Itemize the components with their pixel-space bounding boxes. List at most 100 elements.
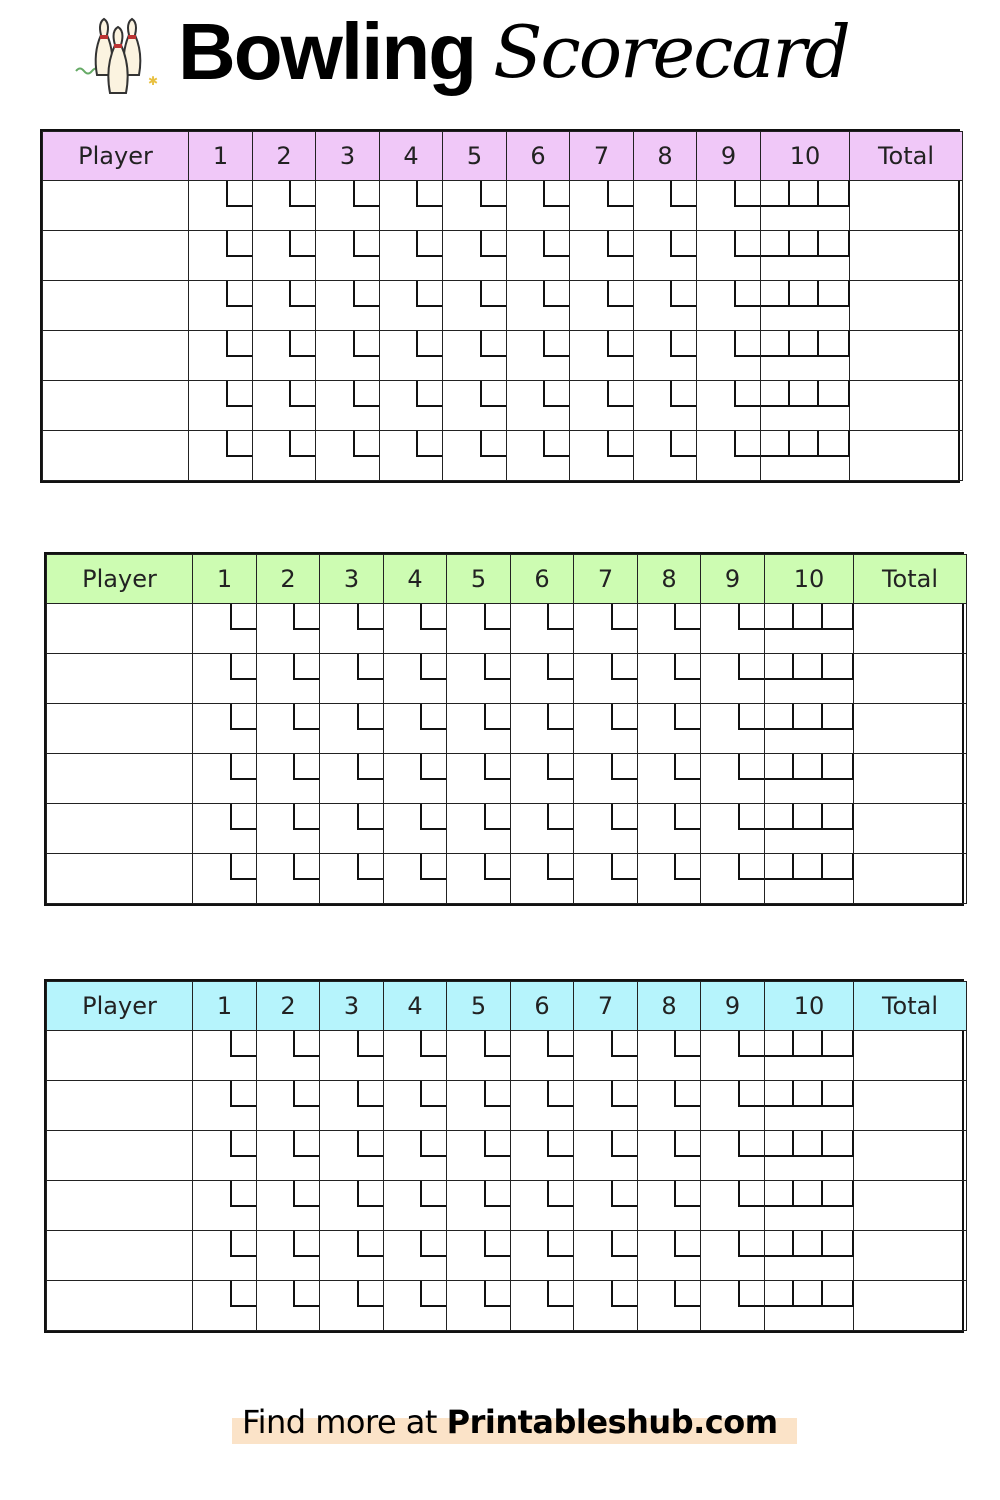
frame-score-cell[interactable] bbox=[633, 330, 697, 381]
frame-score-cell[interactable] bbox=[569, 230, 634, 281]
second-ball-box[interactable] bbox=[416, 381, 442, 407]
frame-score-cell[interactable] bbox=[573, 1230, 638, 1281]
frame-score-cell[interactable] bbox=[383, 653, 447, 704]
second-ball-box[interactable] bbox=[420, 1031, 446, 1057]
total-cell[interactable] bbox=[849, 430, 963, 481]
second-ball-box[interactable] bbox=[670, 331, 696, 357]
ball-box-3[interactable] bbox=[823, 754, 854, 780]
second-ball-box[interactable] bbox=[289, 231, 315, 257]
second-ball-box[interactable] bbox=[543, 431, 569, 457]
frame-score-cell[interactable] bbox=[510, 1230, 574, 1281]
tenth-frame-cell[interactable] bbox=[764, 753, 854, 804]
frame-score-cell[interactable] bbox=[192, 853, 257, 904]
frame-score-cell[interactable] bbox=[446, 1030, 511, 1081]
ball-box-2[interactable] bbox=[794, 1031, 823, 1057]
frame-score-cell[interactable] bbox=[700, 1130, 765, 1181]
second-ball-box[interactable] bbox=[480, 381, 506, 407]
player-name-cell[interactable] bbox=[46, 603, 193, 654]
second-ball-box[interactable] bbox=[484, 1031, 510, 1057]
second-ball-box[interactable] bbox=[734, 181, 760, 207]
frame-score-cell[interactable] bbox=[637, 1130, 701, 1181]
frame-score-cell[interactable] bbox=[256, 853, 320, 904]
frame-score-cell[interactable] bbox=[315, 330, 380, 381]
tenth-frame-cell[interactable] bbox=[764, 653, 854, 704]
total-cell[interactable] bbox=[853, 803, 967, 854]
player-name-cell[interactable] bbox=[42, 180, 189, 231]
ball-box-3[interactable] bbox=[823, 1181, 854, 1207]
frame-score-cell[interactable] bbox=[510, 853, 574, 904]
frame-score-cell[interactable] bbox=[383, 853, 447, 904]
frame-score-cell[interactable] bbox=[510, 1030, 574, 1081]
second-ball-box[interactable] bbox=[738, 654, 764, 680]
player-name-cell[interactable] bbox=[46, 1280, 193, 1331]
second-ball-box[interactable] bbox=[734, 281, 760, 307]
second-ball-box[interactable] bbox=[611, 1281, 637, 1307]
second-ball-box[interactable] bbox=[670, 231, 696, 257]
ball-box-2[interactable] bbox=[794, 604, 823, 630]
frame-score-cell[interactable] bbox=[379, 430, 443, 481]
second-ball-box[interactable] bbox=[670, 281, 696, 307]
frame-score-cell[interactable] bbox=[256, 603, 320, 654]
second-ball-box[interactable] bbox=[674, 604, 700, 630]
frame-score-cell[interactable] bbox=[573, 1180, 638, 1231]
second-ball-box[interactable] bbox=[420, 1281, 446, 1307]
player-name-cell[interactable] bbox=[46, 803, 193, 854]
frame-score-cell[interactable] bbox=[573, 603, 638, 654]
second-ball-box[interactable] bbox=[293, 704, 319, 730]
frame-score-cell[interactable] bbox=[256, 1180, 320, 1231]
frame-score-cell[interactable] bbox=[319, 703, 384, 754]
frame-score-cell[interactable] bbox=[573, 1030, 638, 1081]
second-ball-box[interactable] bbox=[230, 854, 256, 880]
second-ball-box[interactable] bbox=[611, 1181, 637, 1207]
frame-score-cell[interactable] bbox=[256, 753, 320, 804]
second-ball-box[interactable] bbox=[293, 1081, 319, 1107]
second-ball-box[interactable] bbox=[480, 331, 506, 357]
second-ball-box[interactable] bbox=[420, 754, 446, 780]
frame-score-cell[interactable] bbox=[510, 1130, 574, 1181]
frame-score-cell[interactable] bbox=[379, 280, 443, 331]
ball-box-3[interactable] bbox=[819, 381, 850, 407]
player-name-cell[interactable] bbox=[46, 1180, 193, 1231]
frame-score-cell[interactable] bbox=[637, 753, 701, 804]
ball-box-3[interactable] bbox=[823, 1131, 854, 1157]
frame-score-cell[interactable] bbox=[188, 230, 253, 281]
frame-score-cell[interactable] bbox=[192, 1280, 257, 1331]
second-ball-box[interactable] bbox=[547, 1231, 573, 1257]
second-ball-box[interactable] bbox=[484, 754, 510, 780]
frame-score-cell[interactable] bbox=[315, 280, 380, 331]
frame-score-cell[interactable] bbox=[633, 430, 697, 481]
second-ball-box[interactable] bbox=[738, 604, 764, 630]
frame-score-cell[interactable] bbox=[252, 180, 316, 231]
footer-site-link[interactable]: Printableshub.com bbox=[446, 1403, 778, 1441]
second-ball-box[interactable] bbox=[420, 604, 446, 630]
player-name-cell[interactable] bbox=[46, 1230, 193, 1281]
frame-score-cell[interactable] bbox=[510, 1280, 574, 1331]
second-ball-box[interactable] bbox=[674, 1281, 700, 1307]
second-ball-box[interactable] bbox=[480, 281, 506, 307]
ball-box-1[interactable] bbox=[765, 804, 794, 830]
total-cell[interactable] bbox=[849, 380, 963, 431]
frame-score-cell[interactable] bbox=[446, 1280, 511, 1331]
ball-box-3[interactable] bbox=[819, 281, 850, 307]
second-ball-box[interactable] bbox=[543, 281, 569, 307]
second-ball-box[interactable] bbox=[230, 1131, 256, 1157]
frame-score-cell[interactable] bbox=[188, 380, 253, 431]
frame-score-cell[interactable] bbox=[696, 430, 761, 481]
frame-score-cell[interactable] bbox=[637, 653, 701, 704]
ball-box-3[interactable] bbox=[819, 431, 850, 457]
frame-score-cell[interactable] bbox=[192, 603, 257, 654]
second-ball-box[interactable] bbox=[293, 854, 319, 880]
ball-box-3[interactable] bbox=[823, 1031, 854, 1057]
frame-score-cell[interactable] bbox=[700, 1230, 765, 1281]
second-ball-box[interactable] bbox=[420, 1081, 446, 1107]
frame-score-cell[interactable] bbox=[573, 1130, 638, 1181]
second-ball-box[interactable] bbox=[734, 381, 760, 407]
ball-box-2[interactable] bbox=[794, 704, 823, 730]
total-cell[interactable] bbox=[853, 1030, 967, 1081]
second-ball-box[interactable] bbox=[230, 754, 256, 780]
second-ball-box[interactable] bbox=[738, 1081, 764, 1107]
frame-score-cell[interactable] bbox=[633, 180, 697, 231]
second-ball-box[interactable] bbox=[480, 181, 506, 207]
second-ball-box[interactable] bbox=[670, 381, 696, 407]
tenth-frame-cell[interactable] bbox=[760, 380, 850, 431]
